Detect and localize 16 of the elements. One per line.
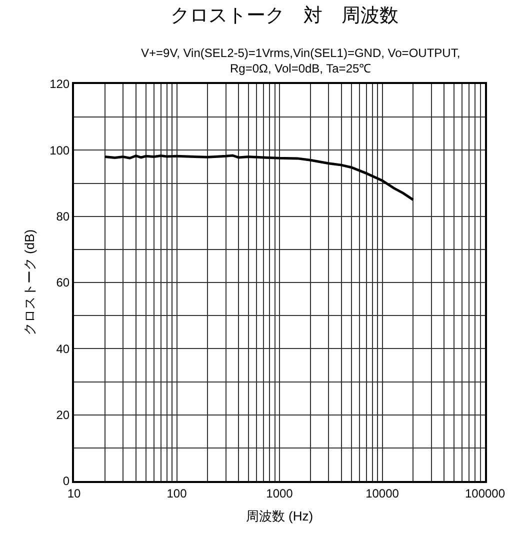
y-tick-label: 100	[50, 143, 70, 158]
y-tick-label: 20	[56, 408, 70, 422]
y-tick-label: 80	[56, 210, 70, 224]
x-tick-label: 1000	[266, 486, 294, 500]
x-tick-label: 10000	[366, 486, 400, 500]
y-tick-label: 120	[50, 77, 70, 92]
y-tick-label: 40	[56, 342, 70, 356]
x-tick-label: 100	[166, 486, 188, 500]
x-tick-label: 100000	[464, 486, 506, 500]
chart-title: クロストーク 対 周波数	[170, 4, 398, 27]
chart-subtitle: V+=9V, Vin(SEL2-5)=1Vrms,Vin(SEL1)=GND, Vo=OUTPUT, Rg=0Ω, Vol=0dB, Ta=25℃	[141, 46, 460, 76]
y-tick-label: 0	[62, 474, 70, 488]
y-tick-label: 60	[56, 276, 70, 290]
x-axis-title: 周波数 (Hz)	[246, 508, 314, 524]
y-axis-title: クロストーク (dB)	[22, 229, 38, 336]
x-tick-label: 10	[67, 486, 81, 500]
